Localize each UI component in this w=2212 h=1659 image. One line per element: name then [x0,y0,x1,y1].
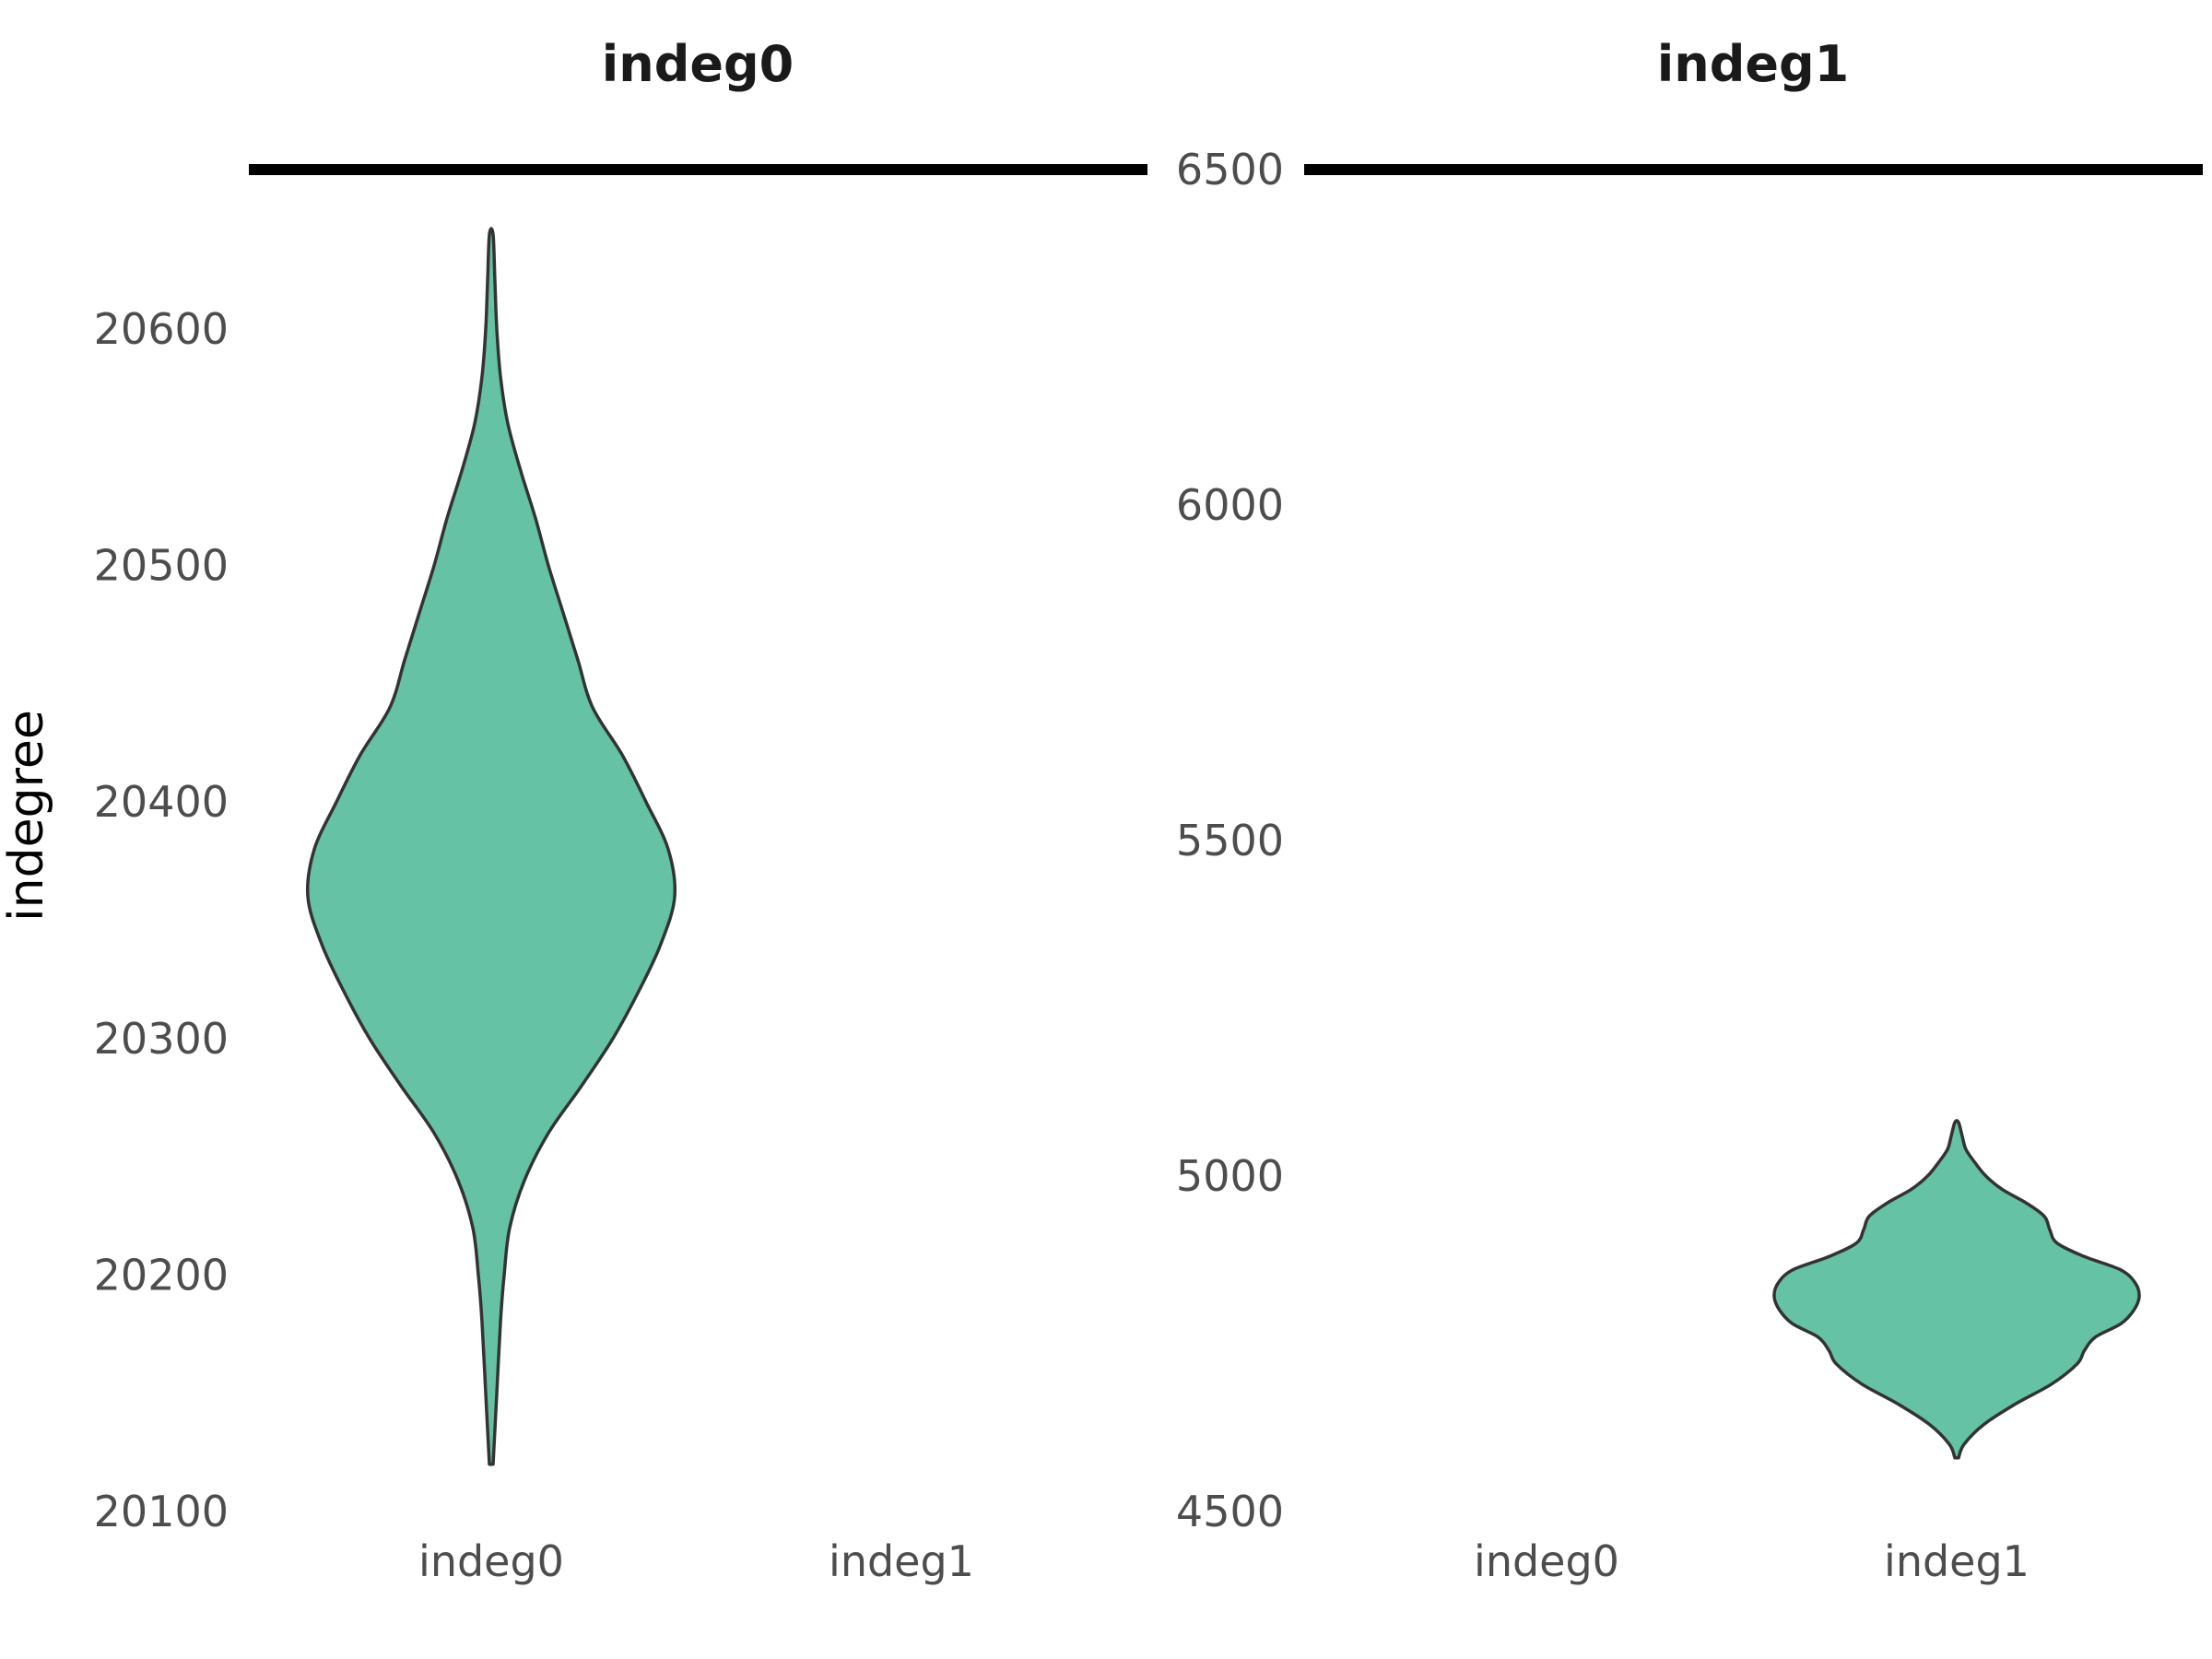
x-tick-label: indeg1 [829,1536,974,1586]
facet-title: indeg1 [1657,35,1849,93]
facet-panels: indeg0 20100 20200 20300 20400 20500 20600 inde… [94,35,2203,1586]
facet-title: indeg0 [602,35,794,93]
y-tick-label: 20600 [94,304,229,354]
y-tick-label: 20400 [94,777,229,827]
violin-indeg0 [305,227,677,1466]
x-tick-label: indeg0 [418,1536,564,1586]
y-tick-label: 20200 [94,1250,229,1300]
y-tick-label: 20100 [94,1487,229,1536]
facet-panel-indeg1: indeg1 4500 5000 5500 6000 6500 indeg0 indeg1 [1176,35,2203,1586]
y-tick-label: 6000 [1176,480,1284,530]
facet-panel-indeg0: indeg0 20100 20200 20300 20400 20500 20600 inde… [94,35,1147,1586]
y-tick-label: 5500 [1176,816,1284,865]
y-tick-label: 20300 [94,1014,229,1064]
y-axis-title: indegree [0,710,54,922]
y-tick-label: 4500 [1176,1487,1284,1536]
y-tick-label: 5000 [1176,1151,1284,1201]
violin-indeg1 [1772,1119,2141,1460]
x-tick-label: indeg1 [1884,1536,2030,1586]
x-tick-label: indeg0 [1474,1536,1619,1586]
y-tick-label: 20500 [94,541,229,591]
y-tick-label: 6500 [1176,145,1284,194]
